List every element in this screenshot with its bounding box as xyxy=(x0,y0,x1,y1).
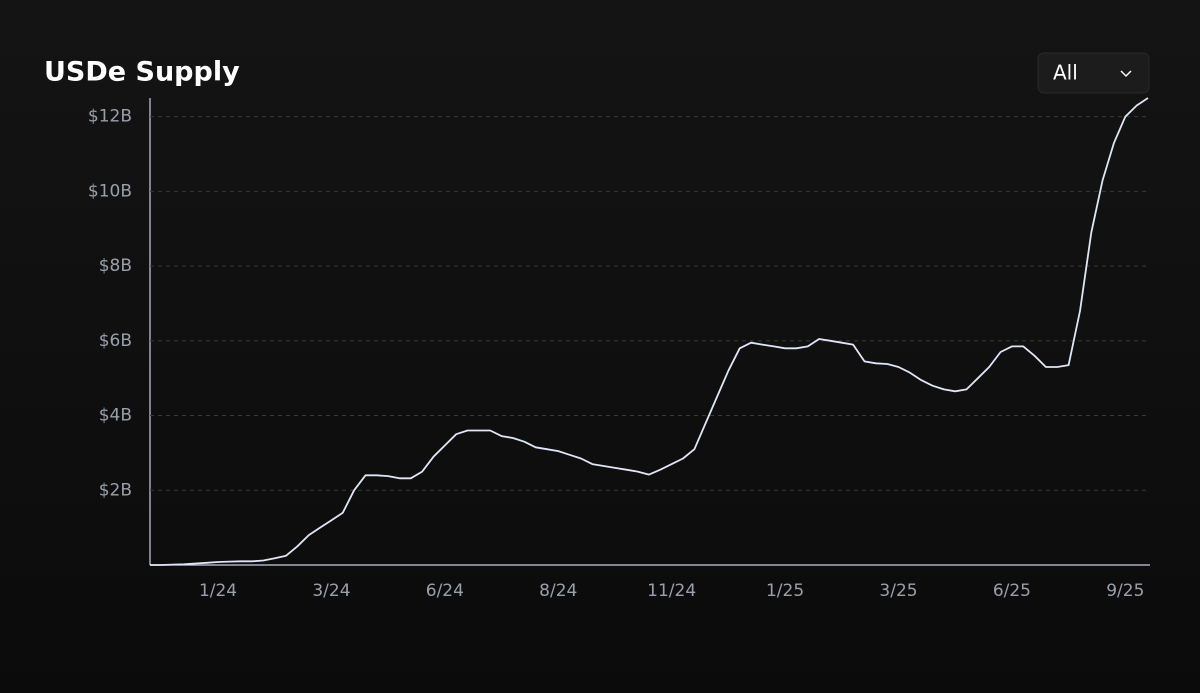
y-tick-label: $10B xyxy=(88,181,132,201)
y-tick-label: $12B xyxy=(88,107,132,127)
y-tick-label: $4B xyxy=(99,406,132,426)
y-tick-label: $8B xyxy=(99,256,132,276)
x-tick-label: 6/24 xyxy=(426,581,464,601)
data-line xyxy=(150,97,1149,566)
x-tick-label: 9/25 xyxy=(1106,581,1144,601)
x-tick-label: 3/24 xyxy=(312,581,350,601)
chart-title: USDe Supply xyxy=(44,57,240,88)
x-tick-label: 8/24 xyxy=(539,581,577,601)
range-dropdown[interactable]: All xyxy=(1037,52,1150,94)
dropdown-box[interactable] xyxy=(1037,52,1150,94)
x-tick-label: 3/25 xyxy=(879,581,917,601)
y-tick-label: $2B xyxy=(99,480,132,500)
x-tick-label: 1/25 xyxy=(766,581,804,601)
x-tick-label: 1/24 xyxy=(199,581,237,601)
y-tick-label: $6B xyxy=(99,331,132,351)
dropdown-chevron[interactable] xyxy=(1120,70,1132,78)
dropdown-label[interactable]: All xyxy=(1053,61,1078,85)
x-tick-label: 11/24 xyxy=(647,581,696,601)
x-tick-label: 6/25 xyxy=(993,581,1031,601)
